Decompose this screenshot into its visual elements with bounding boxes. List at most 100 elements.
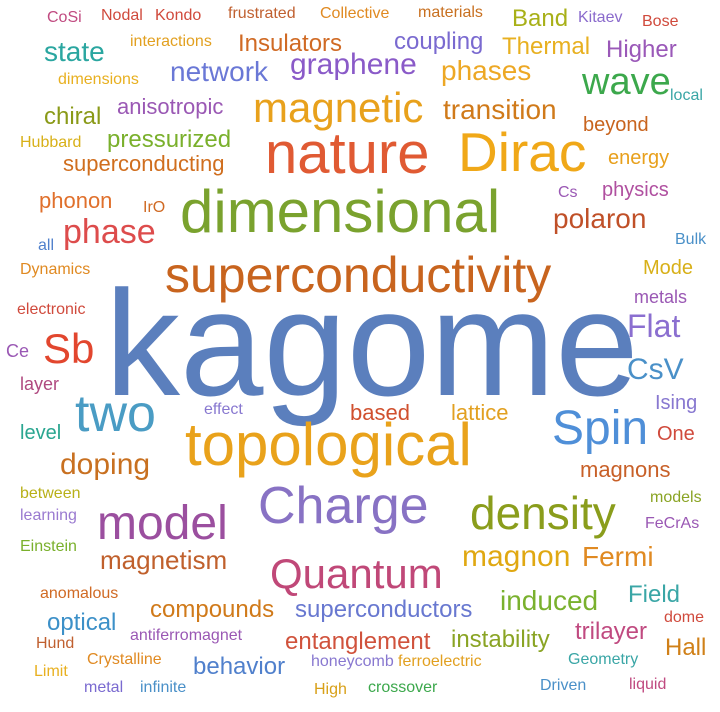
- word-hubbard: Hubbard: [20, 134, 82, 151]
- word-ferroelectric: ferroelectric: [398, 653, 482, 670]
- word-geometry: Geometry: [568, 651, 639, 668]
- word-einstein: Einstein: [20, 538, 77, 555]
- word-compounds: compounds: [150, 596, 275, 623]
- word-collective: Collective: [320, 5, 390, 22]
- word-dynamics: Dynamics: [20, 261, 91, 278]
- word-layer: layer: [20, 374, 60, 394]
- word-cs: Cs: [558, 184, 578, 201]
- word-magnon: magnon: [462, 540, 571, 573]
- word-ising: Ising: [655, 392, 698, 414]
- word-magnons: magnons: [580, 457, 671, 482]
- word-effect: effect: [204, 401, 243, 418]
- word-dirac: Dirac: [458, 121, 587, 183]
- word-instability: instability: [451, 626, 550, 653]
- word-thermal: Thermal: [502, 33, 591, 60]
- word-anisotropic: anisotropic: [117, 94, 224, 119]
- word-superconductivity: superconductivity: [165, 247, 552, 303]
- word-iro: IrO: [143, 199, 166, 216]
- word-liquid: liquid: [629, 676, 667, 693]
- word-ce: Ce: [6, 341, 30, 361]
- word-local: local: [670, 87, 703, 104]
- word-kondo: Kondo: [155, 7, 202, 24]
- word-based: based: [350, 400, 410, 425]
- word-csv: CsV: [627, 353, 684, 386]
- word-bose: Bose: [642, 13, 679, 30]
- word-higher: Higher: [606, 36, 677, 63]
- word-optical: optical: [47, 609, 117, 636]
- word-spin: Spin: [552, 402, 649, 455]
- word-coupling: coupling: [394, 28, 484, 55]
- word-superconductors: superconductors: [295, 596, 473, 623]
- word-fermi: Fermi: [582, 541, 654, 572]
- word-limit: Limit: [34, 663, 68, 680]
- word-electronic: electronic: [17, 301, 86, 318]
- word-crystalline: Crystalline: [87, 651, 162, 668]
- word-high: High: [314, 681, 347, 698]
- word-fecras: FeCrAs: [645, 515, 700, 532]
- word-kitaev: Kitaev: [578, 9, 623, 26]
- word-all: all: [38, 237, 55, 254]
- word-dimensions: dimensions: [58, 71, 139, 88]
- word-state: state: [44, 36, 105, 67]
- word-phonon: phonon: [39, 188, 113, 213]
- word-flat: Flat: [627, 308, 681, 344]
- word-wave: wave: [582, 61, 671, 103]
- word-energy: energy: [608, 147, 670, 169]
- word-between: between: [20, 485, 81, 502]
- word-trilayer: trilayer: [575, 618, 648, 645]
- word-metals: metals: [634, 287, 688, 307]
- word-beyond: beyond: [583, 114, 649, 136]
- word-metal: metal: [84, 679, 124, 696]
- word-lattice: lattice: [451, 400, 509, 425]
- word-network: network: [170, 56, 269, 87]
- word-magnetism: magnetism: [100, 545, 228, 575]
- word-crossover: crossover: [368, 679, 438, 696]
- word-frustrated: frustrated: [228, 5, 296, 22]
- word-bulk: Bulk: [675, 231, 707, 248]
- word-pressurized: pressurized: [107, 126, 232, 153]
- word-transition: transition: [443, 94, 557, 125]
- word-entanglement: entanglement: [285, 628, 431, 655]
- word-quantum: Quantum: [270, 550, 443, 597]
- word-behavior: behavior: [193, 653, 286, 680]
- word-interactions: interactions: [130, 33, 212, 50]
- word-nodal: Nodal: [101, 7, 143, 24]
- word-band: Band: [512, 5, 569, 32]
- word-infinite: infinite: [140, 679, 187, 696]
- word-model: model: [97, 497, 228, 550]
- word-kagome: kagome: [105, 259, 639, 427]
- word-induced: induced: [500, 585, 599, 616]
- word-dimensional: dimensional: [180, 178, 501, 245]
- word-level: level: [20, 422, 62, 444]
- word-sb: Sb: [43, 325, 95, 372]
- word-charge: Charge: [258, 477, 429, 535]
- word-anomalous: anomalous: [40, 585, 119, 602]
- word-phases: phases: [441, 55, 532, 86]
- word-hall: Hall: [665, 634, 707, 661]
- word-phase: phase: [63, 213, 156, 251]
- word-physics: physics: [602, 179, 669, 201]
- word-doping: doping: [60, 448, 151, 481]
- word-hund: Hund: [36, 635, 75, 652]
- word-polaron: polaron: [553, 203, 647, 234]
- word-magnetic: magnetic: [253, 84, 424, 131]
- word-cosi: CoSi: [47, 9, 82, 26]
- word-driven: Driven: [540, 677, 587, 694]
- word-materials: materials: [418, 4, 483, 21]
- word-learning: learning: [20, 507, 77, 524]
- word-topological: topological: [185, 411, 472, 478]
- word-insulators: Insulators: [238, 30, 343, 57]
- word-graphene: graphene: [290, 48, 417, 81]
- word-mode: Mode: [643, 257, 694, 279]
- word-one: One: [657, 423, 695, 445]
- word-field: Field: [628, 581, 681, 608]
- word-honeycomb: honeycomb: [311, 653, 394, 670]
- word-density: density: [470, 487, 616, 539]
- word-two: two: [75, 385, 156, 443]
- word-models: models: [650, 489, 702, 506]
- word-nature: nature: [265, 121, 430, 186]
- word-superconducting: superconducting: [63, 151, 225, 176]
- word-dome: dome: [664, 609, 705, 626]
- word-antiferromagnet: antiferromagnet: [130, 627, 243, 644]
